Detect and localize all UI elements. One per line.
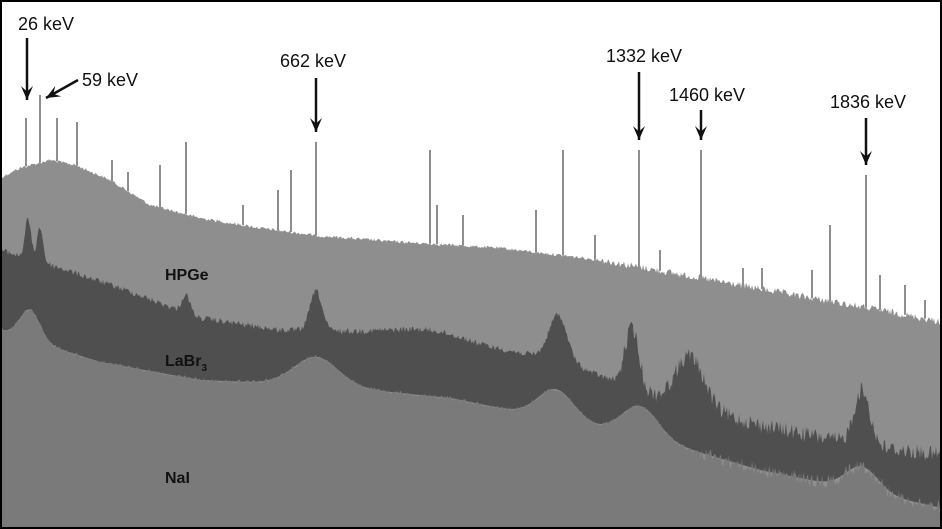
annotation-arrow-head [21, 86, 33, 100]
series-label-labr3-subscript: 3 [201, 363, 207, 374]
annotation-arrow-head [46, 85, 62, 98]
annotation-arrow-head [860, 151, 872, 165]
annotation-1460kev: 1460 keV [669, 85, 745, 105]
series-label-hpge: HPGe [165, 267, 209, 284]
annotation-arrow-head [633, 126, 645, 140]
series-nai-area [0, 308, 942, 529]
series-label-nai: NaI [165, 470, 190, 487]
annotation-1332kev: 1332 keV [606, 46, 682, 66]
annotation-arrow-head [695, 126, 707, 140]
series-label-labr3-main: LaBr [165, 353, 201, 370]
series-label-labr3: LaBr3 [165, 353, 207, 374]
annotation-59kev: 59 keV [82, 70, 138, 90]
series-labr3-area [0, 217, 942, 508]
annotation-1836kev: 1836 keV [830, 92, 906, 112]
annotation-662kev: 662 keV [280, 51, 346, 71]
annotation-26kev: 26 keV [18, 14, 74, 34]
annotation-arrow-head [310, 118, 322, 132]
